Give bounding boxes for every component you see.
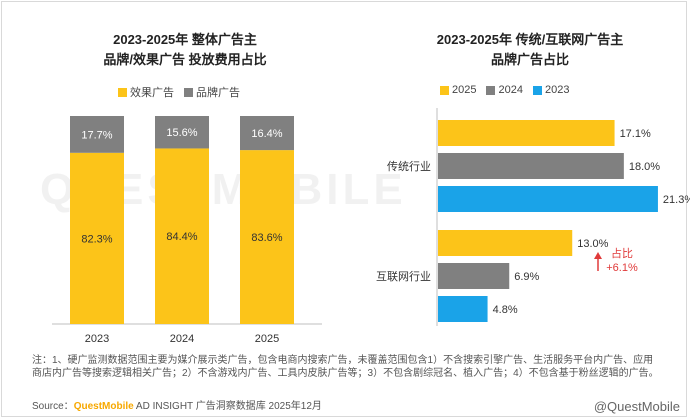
x-tick-2023: 2023 [85, 333, 109, 345]
left-chart-title: 2023-2025年 整体广告主 品牌/效果广告 投放费用占比 [40, 30, 330, 70]
right-title-line1: 2023-2025年 传统/互联网广告主 [436, 32, 624, 47]
legend-label-2025: 2025 [452, 84, 477, 96]
hbar-label-传统行业-2023: 21.3% [663, 194, 690, 206]
hbar-传统行业-2025 [438, 120, 615, 146]
hbar-label-互联网行业-2025: 13.0% [577, 238, 608, 250]
bar-label-2025-品牌广告: 16.4% [251, 128, 282, 140]
bar-2023-效果广告 [70, 152, 124, 324]
legend-swatch-2025 [440, 85, 449, 95]
legend-item-effect: 效果广告 [118, 84, 174, 100]
source-line: Source：QuestMobile AD INSIGHT 广告洞察数据库 20… [32, 397, 322, 412]
bar-2024-品牌广告 [155, 116, 209, 149]
source-prefix: Source： [32, 401, 74, 412]
legend-item-2025: 2025 [440, 84, 476, 96]
bar-label-2025-效果广告: 83.6% [251, 232, 282, 244]
annotation-arrow-icon [594, 252, 602, 259]
bar-label-2023-品牌广告: 17.7% [81, 129, 112, 141]
hbar-互联网行业-2023 [438, 296, 488, 322]
bar-label-2023-效果广告: 82.3% [81, 233, 112, 245]
y-tick-互联网行业: 互联网行业 [376, 270, 431, 283]
footer-brand: @QuestMobile [593, 399, 680, 414]
x-tick-2025: 2025 [255, 333, 279, 345]
left-title-line2: 品牌/效果广告 投放费用占比 [103, 52, 267, 67]
legend-swatch-2024 [486, 85, 496, 95]
hbar-互联网行业-2024 [438, 263, 510, 289]
legend-item-2024: 2024 [486, 84, 523, 96]
hbar-传统行业-2024 [438, 153, 624, 179]
bar-2024-效果广告 [155, 148, 209, 324]
right-chart-title: 2023-2025年 传统/互联网广告主 品牌广告占比 [385, 30, 675, 70]
hbar-label-传统行业-2024: 18.0% [629, 161, 660, 173]
left-legend: 效果广告 品牌广告 [118, 84, 240, 100]
hbar-互联网行业-2025 [438, 230, 573, 256]
bar-2025-效果广告 [240, 150, 294, 324]
hbar-传统行业-2023 [438, 186, 658, 212]
x-tick-2024: 2024 [170, 333, 194, 345]
left-title-line1: 2023-2025年 整体广告主 [113, 32, 257, 47]
legend-swatch-brand [184, 87, 193, 97]
legend-label-2023: 2023 [544, 84, 570, 96]
source-brand: QuestMobile [73, 401, 134, 412]
right-title-line2: 品牌广告占比 [490, 52, 569, 67]
annotation-line2: +6.1% [606, 262, 638, 274]
hbar-label-互联网行业-2024: 6.9% [514, 271, 539, 283]
source-suffix: AD INSIGHT 广告洞察数据库 2025年12月 [133, 401, 322, 412]
hbar-label-传统行业-2025: 17.1% [620, 128, 651, 140]
legend-swatch-effect [118, 87, 127, 97]
legend-item-2023: 2023 [532, 84, 570, 96]
bar-2025-品牌广告 [240, 116, 294, 151]
hbar-label-互联网行业-2023: 4.8% [493, 304, 518, 316]
legend-swatch-2023 [532, 85, 542, 95]
legend-label-2024: 2024 [498, 84, 523, 96]
bar-label-2024-品牌广告: 15.6% [166, 127, 197, 139]
footnote: 注：1、硬广监测数据范围主要为媒介展示类广告，包含电商内搜索广告，未覆盖范围包含… [32, 355, 659, 379]
legend-label-brand: 品牌广告 [196, 87, 240, 99]
legend-label-effect: 效果广告 [130, 87, 174, 99]
legend-item-brand: 品牌广告 [184, 84, 240, 100]
right-legend: 2025 2024 2023 [440, 84, 569, 96]
y-tick-传统行业: 传统行业 [387, 160, 431, 173]
bar-2023-品牌广告 [70, 116, 124, 153]
bar-label-2024-效果广告: 84.4% [166, 231, 197, 243]
annotation-line1: 占比 [611, 246, 633, 260]
